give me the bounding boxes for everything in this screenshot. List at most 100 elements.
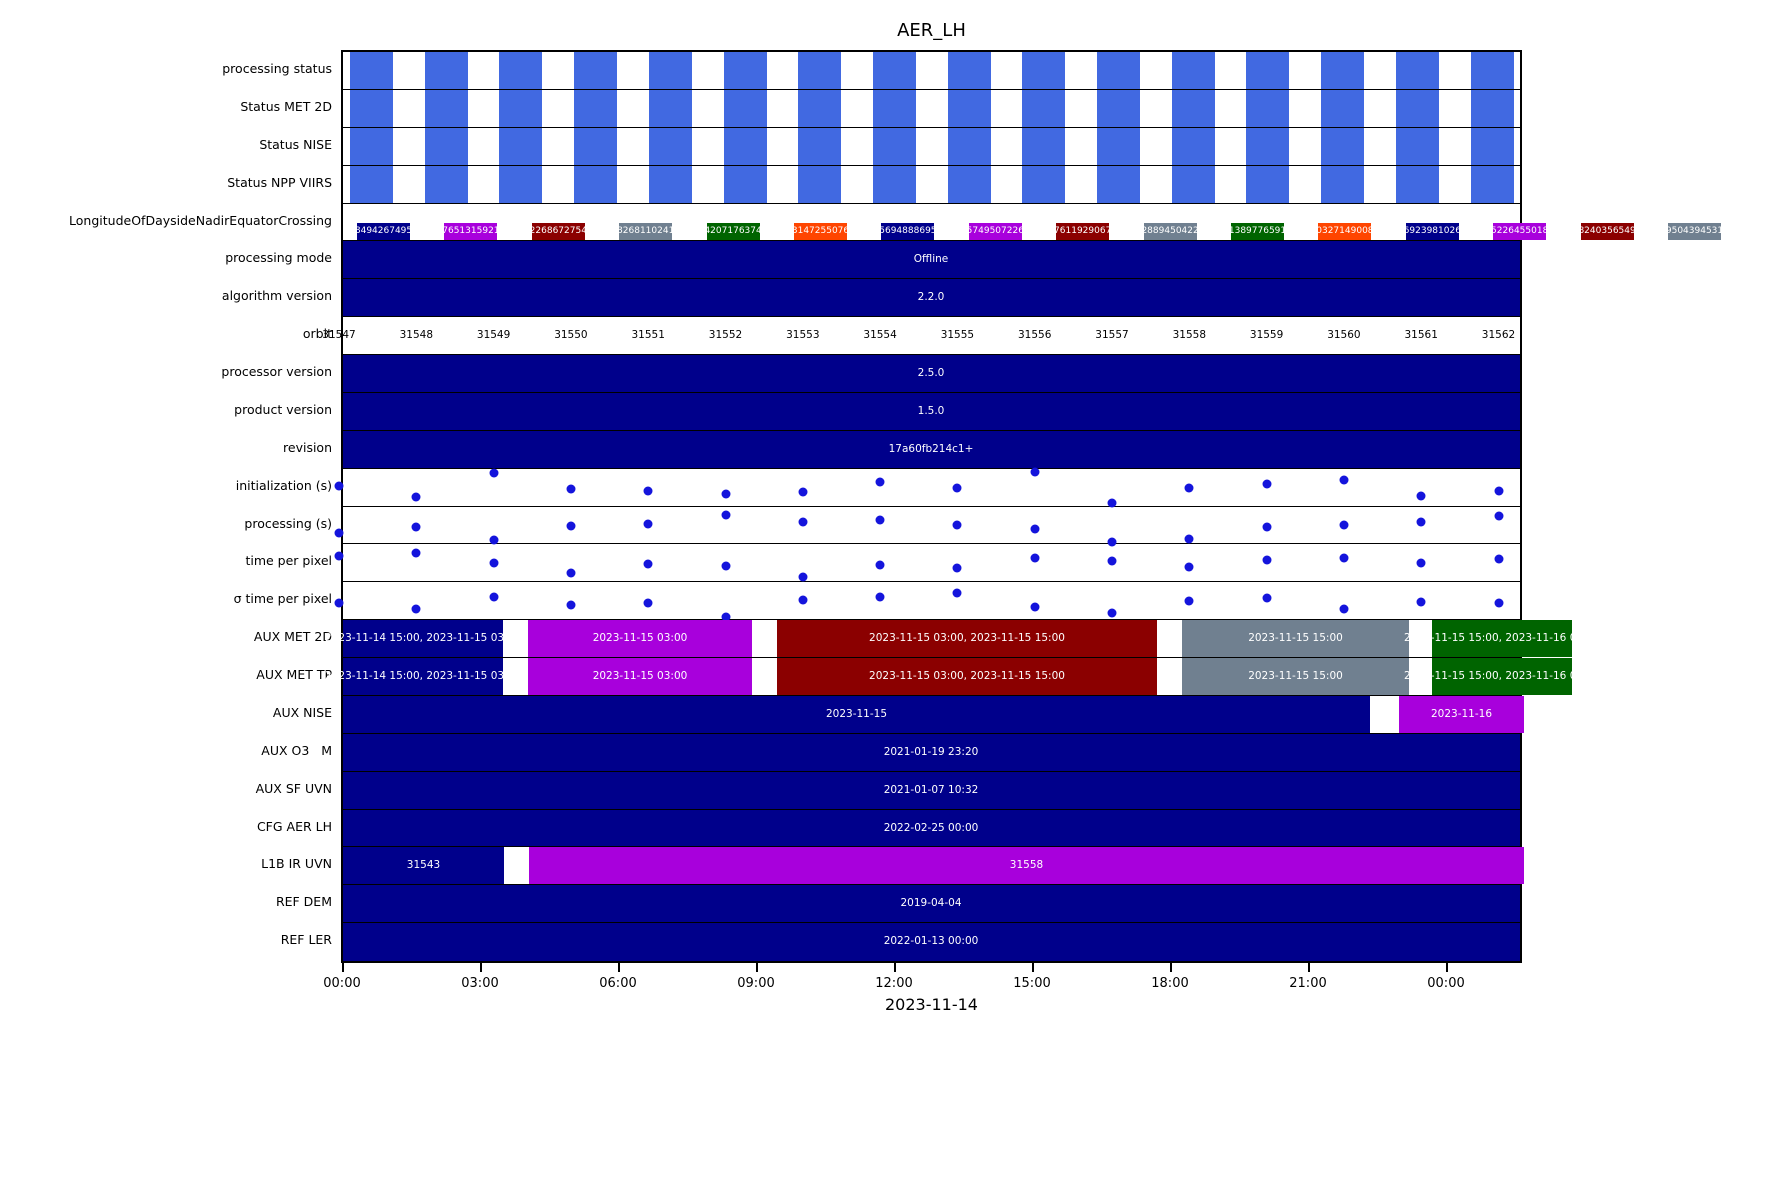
row-segments: 2023-11-14 15:00, 2023-11-15 03:00 2023-1…: [325, 620, 1600, 658]
row-full_bar: 17a60fb214c1+: [343, 430, 1520, 469]
orbit-bar: [1171, 165, 1215, 203]
row-scatter: [334, 582, 1520, 622]
longitude-bar: [1143, 222, 1197, 240]
orbit-bar: [1321, 89, 1365, 127]
value-bar: [343, 923, 1520, 961]
orbit-bar: [574, 127, 618, 165]
value-bar: [343, 885, 1520, 923]
orbit-bar: [1395, 127, 1439, 165]
longitude-bar: [706, 222, 760, 240]
scatter-dot: [1262, 479, 1272, 489]
scatter-dot: [1494, 554, 1503, 564]
longitude-bar: [1405, 222, 1459, 240]
orbit-bar: [872, 165, 916, 203]
scatter-dot: [875, 592, 885, 602]
segment-bar: [529, 847, 1524, 885]
orbit-bar: [798, 89, 842, 127]
orbit-bar: [1022, 89, 1066, 127]
row-orbit_numbers: 31547 31548 31549 31550 31551 31552 31553 31554…: [322, 317, 1520, 355]
scatter-dot: [721, 612, 730, 622]
x-tick-mark: [342, 963, 344, 972]
row-label: CFG AER LH: [256, 818, 332, 834]
longitude-bar: [444, 222, 498, 240]
orbit-bar: [499, 127, 543, 165]
longitude-bar: [1580, 222, 1634, 240]
orbit-number: 31549: [476, 329, 511, 342]
x-tick-mark: [480, 963, 482, 972]
row-label: AUX MET TP: [256, 667, 332, 682]
scatter-dot: [334, 528, 344, 538]
row-label: processing (s): [244, 515, 332, 531]
row-label: AUX NISE: [272, 704, 332, 720]
orbit-number: 31560: [1327, 329, 1361, 342]
row-label: orbit: [302, 326, 332, 342]
segment-bar: [1432, 620, 1572, 657]
row-scatter: [334, 544, 1520, 583]
orbit-bar: [1097, 89, 1140, 127]
scatter-dot: [1262, 555, 1272, 565]
orbit-number: 31554: [863, 329, 897, 342]
orbit-number: 31551: [631, 329, 665, 342]
orbit-bar: [1171, 89, 1215, 127]
scatter-dot: [1339, 553, 1349, 563]
scatter-dot: [1184, 596, 1194, 606]
scatter-dot: [489, 558, 499, 568]
row-label: time per pixel: [245, 553, 332, 569]
orbit-number: 31553: [786, 329, 820, 342]
scatter-dot: [643, 519, 653, 529]
orbit-bar: [648, 89, 692, 127]
orbit-bar: [424, 52, 468, 89]
scatter-dot: [798, 572, 808, 582]
row-scatter: [334, 507, 1520, 547]
orbit-bar: [723, 89, 767, 127]
x-tick-mark: [894, 963, 896, 972]
orbit-number: 31559: [1249, 329, 1284, 342]
orbit-bar: [350, 89, 393, 127]
scatter-dot: [1030, 553, 1040, 563]
orbit-number: 31552: [708, 329, 743, 342]
scatter-dot: [334, 551, 344, 561]
value-bar: [343, 733, 1520, 771]
orbit-number: 31550: [554, 329, 588, 342]
orbit-bar: [424, 165, 468, 203]
row-label: product version: [234, 401, 332, 417]
orbit-bar: [499, 89, 543, 127]
segment-bar: [1182, 658, 1409, 695]
longitude-bar: [968, 222, 1022, 240]
segment-bar: [343, 847, 504, 885]
x-axis-title: 2023-11-14: [885, 995, 978, 1014]
x-tick-mark: [618, 963, 620, 972]
scatter-dot: [1107, 537, 1117, 547]
scatter-dot: [1107, 498, 1117, 508]
plot-area: 784942674959 876513159218 922686727549 8826…: [322, 50, 1729, 963]
orbit-bar: [1246, 165, 1290, 203]
row-label: Status NPP VIIRS: [227, 174, 332, 190]
orbit-bar: [872, 127, 916, 165]
longitude-bar: [1668, 222, 1721, 240]
x-tick-label: 00:00: [1427, 976, 1465, 991]
row-label: initialization (s): [235, 477, 332, 493]
orbit-number: 31556: [1017, 329, 1052, 342]
row-full_bar: Offline: [343, 241, 1520, 280]
orbit-bar: [872, 89, 916, 127]
orbit-bar: [1395, 89, 1439, 127]
orbit-bar: [1470, 89, 1514, 127]
x-tick-mark: [1170, 963, 1172, 972]
row-label: AUX MET 2D: [253, 629, 332, 645]
orbit-bar: [947, 52, 991, 89]
chart-title: AER_LH: [897, 20, 966, 41]
scatter-dot: [1184, 483, 1194, 493]
orbit-bar: [1321, 127, 1365, 165]
orbit-bar: [574, 89, 618, 127]
scatter-dot: [1030, 467, 1040, 477]
segment-bar: [343, 620, 503, 657]
row-label: LongitudeOfDaysideNadirEquatorCrossing: [69, 212, 332, 228]
orbit-bar: [1022, 52, 1066, 89]
scatter-dot: [566, 600, 576, 610]
row-label: AUX SF UVN: [255, 780, 332, 796]
scatter-dot: [1262, 522, 1272, 532]
orbit-bar: [1246, 52, 1290, 89]
row-label: Status MET 2D: [240, 98, 332, 114]
orbit-bar: [723, 127, 767, 165]
x-tick-mark: [1446, 963, 1448, 972]
